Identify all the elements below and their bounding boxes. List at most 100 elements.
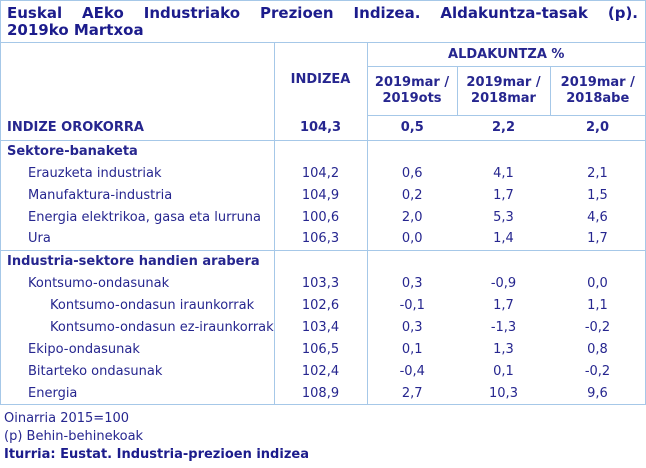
subheader-bottom: 2018mar: [471, 90, 536, 106]
cell-change-year: 10,3: [489, 385, 518, 401]
table-row-ura: Ura 106,3 0,0 1,4 1,7: [1, 228, 645, 251]
row-label: Industria-sektore handien arabera: [1, 250, 275, 272]
row-label: Ekipo-ondasunak: [1, 338, 275, 360]
column-subheader-2018mar: 2019mar / 2018mar: [456, 66, 551, 116]
row-label: Kontsumo-ondasun iraunkorrak: [1, 294, 275, 316]
row-label: Erauzketa industriak: [1, 162, 275, 184]
cell-index: 108,9: [274, 382, 368, 404]
row-label: Energia elektrikoa, gasa eta lurruna: [1, 206, 275, 228]
row-label: Bitarteko ondasunak: [1, 360, 275, 382]
cell-change-dec: 1,7: [550, 228, 645, 251]
table-row-kontsumo-iraunkorrak: Kontsumo-ondasun iraunkorrak 102,6 -0,1 …: [1, 294, 645, 316]
table-row-bitarteko-ondasunak: Bitarteko ondasunak 102,4 -0,4 0,1 -0,2: [1, 360, 645, 382]
base-note: Oinarria 2015=100: [4, 411, 130, 426]
table-row-erauzketa: Erauzketa industriak 104,2 0,6 4,1 2,1: [1, 162, 645, 184]
subheader-top: 2019mar /: [560, 74, 635, 90]
cell-change-month: -0,1: [399, 297, 425, 313]
report-panel: Euskal AEko Industriako Prezioen Indizea…: [0, 0, 646, 405]
cell-index: 103,4: [274, 316, 368, 338]
cell-change-month: 2,0: [401, 209, 423, 225]
subheader-top: 2019mar /: [374, 74, 450, 90]
row-label: Sektore-banaketa: [1, 140, 275, 162]
cell-change-dec: 2,0: [550, 115, 645, 141]
cell-change-month: 0,3: [401, 319, 423, 335]
cell-change-year: 4,1: [493, 165, 514, 181]
cell-change-year: [457, 250, 550, 272]
cell-change-month: 0,5: [367, 115, 457, 141]
cell-index: [274, 140, 368, 162]
source-note: Iturria: Eustat. Industria-prezioen indi…: [4, 447, 309, 462]
row-label: Ura: [1, 228, 275, 251]
row-label: Energia: [1, 382, 275, 404]
table-row-kontsumo-ondasunak: Kontsumo-ondasunak 103,3 0,3 -0,9 0,0: [1, 272, 645, 294]
cell-change-year: 1,4: [457, 228, 550, 251]
cell-change-dec: 4,6: [587, 209, 608, 225]
column-subheader-2019ots: 2019mar / 2019ots: [367, 66, 457, 116]
cell-change-month: 0,1: [401, 341, 423, 357]
cell-index: 102,6: [274, 294, 368, 316]
cell-change-year: -0,9: [490, 275, 517, 291]
header-corner-cell: [1, 43, 275, 115]
cell-index: 104,9: [274, 184, 368, 206]
column-header-indizea: INDIZEA: [274, 43, 368, 115]
report-title-line2: 2019ko Martxoa: [7, 21, 144, 39]
subheader-bottom: 2019ots: [382, 90, 442, 106]
column-group-header-aldakuntza: ALDAKUNTZA %: [367, 43, 645, 67]
cell-index: [274, 250, 368, 272]
subheader-bottom: 2018abe: [566, 90, 630, 106]
cell-change-month: -0,4: [399, 363, 425, 379]
cell-index: 106,3: [274, 228, 368, 251]
cell-index: 102,4: [274, 360, 368, 382]
cell-change-dec: 0,0: [587, 275, 608, 291]
cell-change-dec: 0,8: [587, 341, 608, 357]
cell-change-month: [367, 250, 457, 272]
cell-change-dec: 1,1: [587, 297, 608, 313]
cell-change-year: -1,3: [490, 319, 517, 335]
table-row-kontsumo-ez-iraunkorrak: Kontsumo-ondasun ez-iraunkorrak 103,4 0,…: [1, 316, 645, 338]
cell-change-dec: -0,2: [584, 363, 611, 379]
cell-change-month: 2,7: [401, 385, 423, 401]
cell-change-month: 0,0: [367, 228, 457, 251]
column-subheader-2018abe: 2019mar / 2018abe: [550, 66, 645, 116]
price-index-table: INDIZEA ALDAKUNTZA % 2019mar / 2019ots 2…: [1, 43, 645, 404]
cell-change-dec: [550, 250, 645, 272]
cell-index: 104,3: [274, 115, 368, 141]
cell-change-year: 1,3: [493, 341, 514, 357]
row-label: Kontsumo-ondasun ez-iraunkorrak: [1, 316, 275, 338]
cell-index: 104,2: [274, 162, 368, 184]
row-label: Manufaktura-industria: [1, 184, 275, 206]
header-row-group: INDIZEA ALDAKUNTZA %: [1, 43, 645, 115]
cell-index: 100,6: [274, 206, 368, 228]
cell-change-dec: 1,5: [587, 187, 608, 203]
row-label: INDIZE OROKORRA: [1, 115, 275, 141]
cell-change-year: 1,7: [493, 187, 514, 203]
cell-change-month: 0,2: [401, 187, 423, 203]
table-row-manufaktura: Manufaktura-industria 104,9 0,2 1,7 1,5: [1, 184, 645, 206]
report-title-line1: Euskal AEko Industriako Prezioen Indizea…: [7, 4, 638, 22]
cell-change-dec: -0,2: [584, 319, 611, 335]
cell-change-dec: 2,1: [587, 165, 608, 181]
cell-change-month: 0,3: [401, 275, 423, 291]
cell-change-year: 5,3: [493, 209, 514, 225]
table-row-energia-elektrikoa: Energia elektrikoa, gasa eta lurruna 100…: [1, 206, 645, 228]
cell-change-year: 2,2: [457, 115, 550, 141]
provisional-note: (p) Behin-behinekoak: [4, 429, 144, 444]
header-row-periods: 2019mar / 2019ots 2019mar / 2018mar 2019…: [1, 66, 645, 116]
cell-change-year: 0,1: [493, 363, 514, 379]
table-row-industria-sektore: Industria-sektore handien arabera: [1, 250, 645, 272]
table-row-ekipo-ondasunak: Ekipo-ondasunak 106,5 0,1 1,3 0,8: [1, 338, 645, 360]
cell-change-year: 1,7: [493, 297, 514, 313]
cell-change-month: 0,6: [401, 165, 423, 181]
cell-change-dec: [550, 140, 645, 162]
cell-change-year: [457, 140, 550, 162]
cell-index: 103,3: [274, 272, 368, 294]
table-row-energia: Energia 108,9 2,7 10,3 9,6: [1, 382, 645, 404]
table-row-indize-orokorra: INDIZE OROKORRA 104,3 0,5 2,2 2,0: [1, 115, 645, 141]
footer-notes: Oinarria 2015=100 (p) Behin-behinekoak I…: [0, 405, 646, 464]
cell-change-month: [367, 140, 457, 162]
cell-index: 106,5: [274, 338, 368, 360]
report-title: Euskal AEko Industriako Prezioen Indizea…: [1, 1, 645, 43]
cell-change-dec: 9,6: [587, 385, 608, 401]
row-label: Kontsumo-ondasunak: [1, 272, 275, 294]
subheader-top: 2019mar /: [466, 74, 541, 90]
